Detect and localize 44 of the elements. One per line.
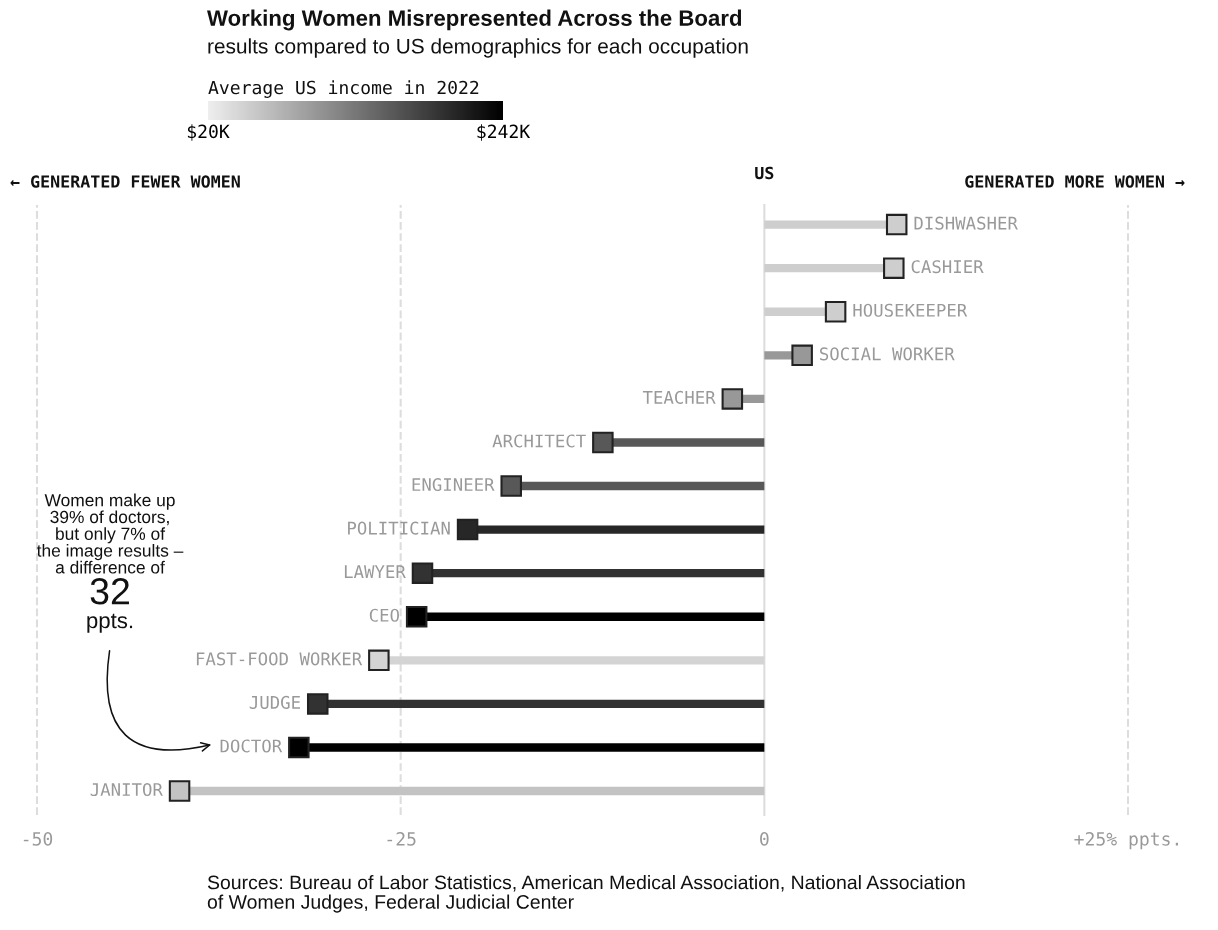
point — [411, 562, 434, 584]
x-tick-label: -25 — [387, 832, 416, 846]
y-tick-label: DOCTOR — [220, 739, 283, 753]
y-tick-label: ARCHITECT — [492, 434, 586, 448]
point — [824, 300, 847, 323]
point — [791, 344, 813, 367]
x-tick-label: +25% ppts. — [1074, 832, 1179, 850]
y-tick-label: ENGINEER — [412, 477, 495, 492]
chart-title: Working Women Misrepresented Across the Board — [207, 9, 742, 31]
point — [883, 257, 905, 279]
annotation: Women make up 39% of doctors, but only 7% of the image results – a difference of — [36, 493, 184, 574]
y-tick-label: SOCIAL WORKER — [820, 347, 955, 361]
color-bar-label: $242K — [477, 124, 531, 141]
point — [368, 649, 390, 672]
text: ← GENERATED FEWER WOMEN — [10, 175, 240, 188]
point — [456, 518, 479, 541]
y-tick-label: DISHWASHER — [914, 216, 1018, 230]
point — [500, 475, 522, 497]
y-tick-label: JUDGE — [249, 695, 300, 709]
x-tick-label: 0 — [760, 832, 769, 846]
chart-subtitle: results compared to US demographics for each occupation — [208, 38, 748, 58]
annotation: ppts. — [87, 613, 133, 633]
color-bar-title: Average US income in 2022 — [208, 80, 479, 98]
point — [288, 736, 310, 759]
color-bar-label: $20K — [187, 124, 230, 141]
point — [405, 605, 428, 628]
ref-line-label: US — [755, 166, 774, 180]
text: GENERATED MORE WOMEN → — [965, 175, 1185, 188]
y-tick-label: HOUSEKEEPER — [853, 303, 968, 317]
point — [168, 780, 191, 802]
y-tick-label: POLITICIAN — [348, 521, 450, 535]
point — [306, 693, 329, 715]
annotation: 32 — [90, 578, 129, 605]
source-note: Sources: Bureau of Labor Statistics, American Medical Association, National Association of Women Judges, Federal Judicial Center — [207, 875, 965, 913]
y-tick-label: CASHIER — [911, 260, 984, 274]
y-tick-label: LAWYER — [344, 565, 406, 579]
y-tick-label: JANITOR — [90, 782, 163, 797]
x-tick-label: -50 — [23, 832, 53, 846]
point — [721, 388, 744, 410]
y-tick-label: CEO — [369, 608, 400, 622]
point — [592, 431, 614, 454]
y-tick-label: FAST-FOOD WORKER — [196, 652, 363, 666]
point — [885, 213, 908, 236]
y-tick-label: TEACHER — [642, 390, 716, 404]
